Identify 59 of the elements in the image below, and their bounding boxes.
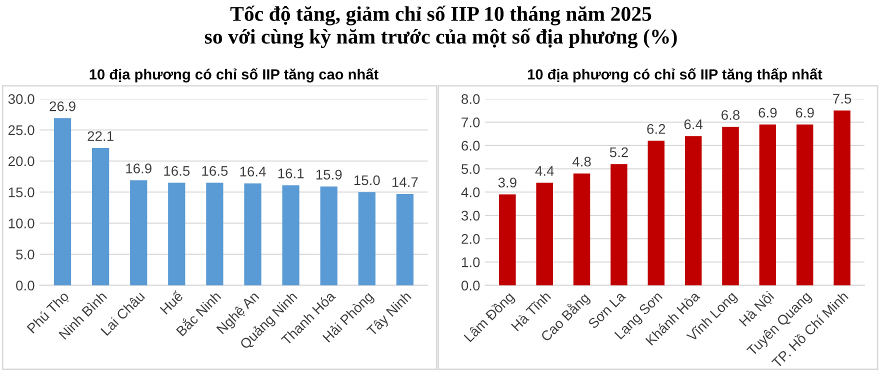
- bar: [648, 140, 665, 286]
- bar: [573, 173, 590, 286]
- y-tick-label: 3.0: [461, 210, 480, 221]
- bar: [130, 180, 148, 286]
- bar: [320, 186, 338, 286]
- data-label: 16.4: [240, 166, 266, 176]
- bar: [358, 192, 376, 286]
- data-label: 16.5: [202, 166, 228, 176]
- y-tick-label: 15.0: [8, 187, 34, 198]
- bar: [206, 182, 224, 286]
- data-label: 14.7: [392, 177, 418, 187]
- data-label: 3.9: [498, 178, 516, 188]
- bar: [796, 124, 814, 286]
- y-tick-label: 5.0: [16, 250, 34, 260]
- y-tick-label: 8.0: [462, 94, 480, 104]
- bar: [92, 148, 110, 286]
- y-tick-label: 30.0: [8, 94, 34, 104]
- data-label: 15.0: [354, 175, 380, 186]
- bar: [834, 110, 850, 286]
- data-label: 15.9: [316, 170, 342, 180]
- bar: [610, 164, 628, 286]
- data-label: 6.4: [684, 119, 703, 130]
- data-label: 22.1: [88, 131, 114, 141]
- y-tick-label: 10.0: [8, 218, 34, 228]
- bar: [244, 183, 262, 286]
- bar: [499, 194, 516, 286]
- data-label: 5.2: [610, 147, 628, 158]
- y-tick-label: 7.0: [462, 117, 480, 128]
- data-label: 4.4: [535, 166, 554, 176]
- y-tick-label: 25.0: [8, 125, 34, 136]
- bar: [168, 182, 186, 286]
- bar: [536, 182, 553, 286]
- y-tick-label: 1.0: [462, 257, 480, 268]
- data-label: 4.8: [572, 156, 591, 167]
- data-label: 6.9: [758, 108, 777, 118]
- y-tick-label: 0.0: [16, 280, 34, 291]
- data-label: 6.2: [647, 124, 666, 134]
- y-tick-label: 20.0: [8, 156, 34, 166]
- data-label: 26.9: [50, 101, 76, 112]
- y-tick-label: 6.0: [462, 140, 480, 151]
- data-label: 16.9: [126, 164, 152, 174]
- y-tick-label: 4.0: [461, 187, 480, 198]
- bar: [54, 118, 72, 286]
- bar: [396, 194, 414, 286]
- y-tick-label: 5.0: [461, 164, 480, 174]
- data-label: 16.5: [164, 166, 190, 176]
- bar: [759, 124, 776, 286]
- chart-subtitle: 10 địa phương có chỉ số IIP tăng cao nhất: [90, 68, 378, 82]
- bar: [684, 136, 702, 286]
- data-label: 6.8: [722, 110, 740, 120]
- data-label: 6.9: [796, 108, 814, 118]
- data-label: 7.5: [833, 94, 852, 104]
- chart-subtitle: 10 địa phương có chỉ số IIP tăng thấp nhất: [528, 68, 822, 82]
- y-tick-label: 0.0: [461, 280, 480, 291]
- bar: [282, 185, 300, 286]
- y-tick-label: 2.0: [462, 234, 480, 244]
- bar: [722, 126, 739, 286]
- data-label: 16.1: [278, 168, 304, 178]
- chart-title: Tốc độ tăng, giảm chỉ số IIP 10 tháng năm 2025 so với cùng kỳ năm trước của một số địa phương (%): [204, 6, 677, 48]
